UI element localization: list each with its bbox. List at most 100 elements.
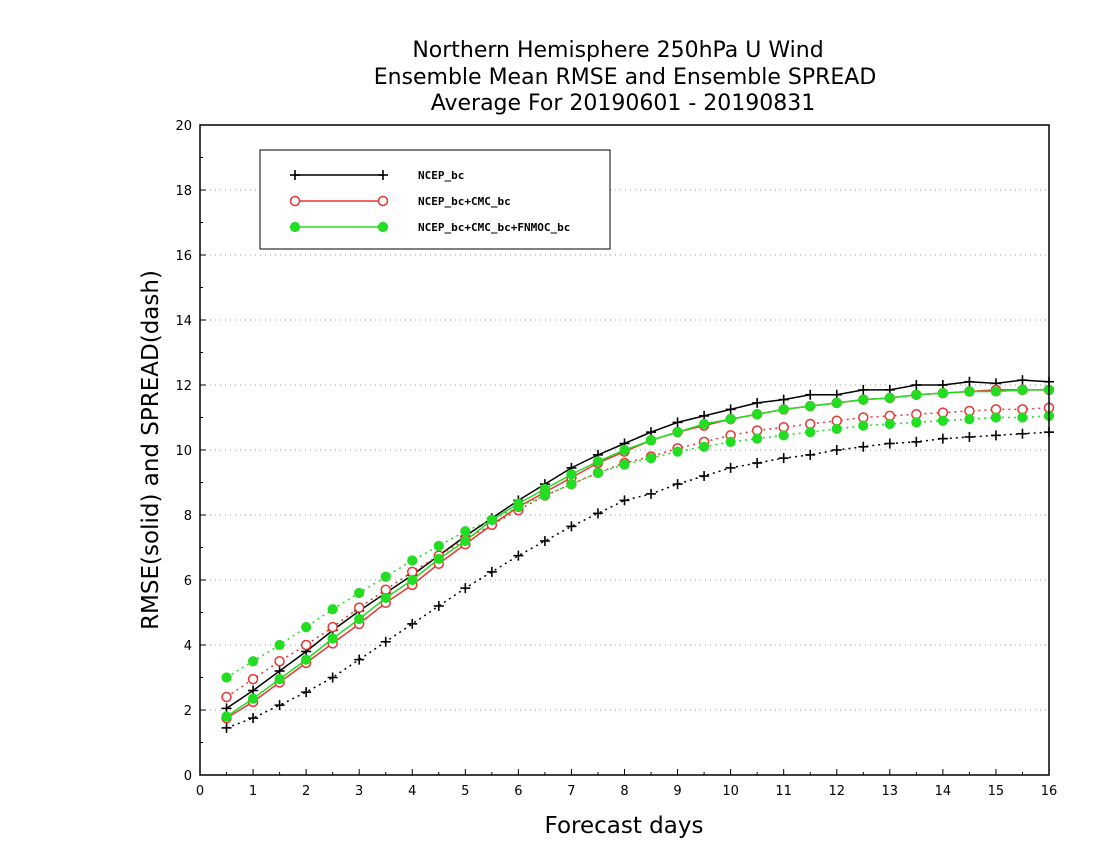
x-tick-label-13: 13 bbox=[882, 784, 899, 799]
series-0-spread-point bbox=[354, 654, 365, 665]
series-0-rmse-point bbox=[911, 380, 922, 390]
y-tick-label-7: 14 bbox=[175, 314, 192, 329]
series-2-rmse-point bbox=[460, 535, 471, 547]
series-0-rmse-point bbox=[778, 394, 789, 405]
legend-entries: NCEP_bc NCEP_bc+CMC_bc NCEP_bc+CMC_bc+FNMO… bbox=[289, 169, 570, 234]
legend-label-2: NCEP_bc+CMC_bc+FNMOC_bc bbox=[418, 221, 570, 234]
legend-entry-0: NCEP_bc bbox=[290, 169, 464, 182]
series-0-spread-point bbox=[990, 430, 1001, 441]
legend-box bbox=[259, 149, 611, 250]
series-2-spread-point bbox=[380, 571, 391, 582]
legend-entry-1: NCEP_bc+CMC_bc bbox=[289, 195, 511, 208]
series-0-spread-point bbox=[1017, 428, 1028, 439]
series-1-spread-point bbox=[274, 656, 285, 667]
series-2-spread-point bbox=[566, 479, 577, 490]
series-0-spread-point bbox=[221, 722, 232, 733]
series-2-spread-point bbox=[990, 412, 1002, 423]
series-2-rmse-point bbox=[566, 469, 577, 480]
series-2-spread-point bbox=[1017, 412, 1028, 423]
series-2-rmse-point bbox=[539, 483, 551, 495]
series-0-spread-point bbox=[725, 462, 736, 473]
series-0-spread-point bbox=[486, 566, 497, 577]
series-0-rmse-point bbox=[725, 404, 736, 415]
series-0-spread-point bbox=[805, 449, 816, 460]
legend-label-0: NCEP_bc bbox=[418, 169, 464, 182]
series-1-spread-point bbox=[247, 673, 259, 685]
x-tick-label-8: 8 bbox=[620, 784, 628, 799]
series-0-spread-point bbox=[301, 687, 312, 698]
series-2-rmse-point bbox=[858, 394, 869, 405]
y-axis-label: RMSE(solid) and SPREAD(dash) bbox=[138, 270, 164, 630]
chart-title-line-1: Northern Hemisphere 250hPa U Wind bbox=[412, 38, 823, 63]
x-tick-label-12: 12 bbox=[828, 784, 845, 799]
series-0-spread-point bbox=[646, 488, 657, 499]
x-tick-label-0: 0 bbox=[196, 784, 204, 799]
series-2-spread-point bbox=[805, 427, 816, 438]
series-2-rmse-point bbox=[937, 388, 948, 399]
series-2-rmse-point bbox=[513, 498, 524, 509]
series-2-rmse-point bbox=[645, 435, 657, 446]
series-0-rmse-point bbox=[964, 376, 975, 387]
series-0-spread-point bbox=[911, 436, 922, 447]
series-2-rmse-point bbox=[698, 418, 710, 430]
legend-label-1: NCEP_bc+CMC_bc bbox=[418, 195, 511, 208]
series-2-spread-point bbox=[725, 436, 736, 447]
series-0-spread-point bbox=[831, 445, 842, 455]
series-0-rmse-point bbox=[752, 397, 763, 408]
legend-marker-1-b bbox=[377, 195, 389, 207]
series-2-spread-point bbox=[911, 417, 922, 428]
series-2-rmse-point bbox=[380, 592, 391, 603]
series-0-rmse-point bbox=[858, 384, 869, 395]
x-tick-label-10: 10 bbox=[722, 784, 739, 799]
x-tick-label-11: 11 bbox=[775, 784, 792, 799]
y-tick-label-10: 20 bbox=[175, 119, 192, 134]
series-0-rmse-point bbox=[805, 389, 816, 400]
x-axis-ticks: 0 1 2 3 4 5 6 7 8 9 10 11 12 13 14 15 16 bbox=[196, 769, 1057, 799]
x-tick-label-14: 14 bbox=[935, 784, 952, 799]
series-2-spread-line bbox=[226, 415, 1050, 679]
series-2-spread-point bbox=[592, 467, 604, 478]
series-2-spread-point bbox=[672, 446, 683, 457]
series-2-spread-point bbox=[460, 526, 471, 537]
series-2-rmse-point bbox=[884, 392, 895, 404]
series-2-rmse-point bbox=[274, 674, 285, 685]
series-2-rmse-point bbox=[964, 386, 975, 397]
series-2-spread-point bbox=[831, 423, 842, 434]
series-1-spread-point bbox=[221, 691, 232, 703]
series-0-spread-point bbox=[884, 438, 895, 449]
series-2-spread-point bbox=[433, 540, 444, 551]
series-2-spread-point bbox=[274, 639, 285, 651]
series-0-rmse-point bbox=[1017, 375, 1028, 386]
series-2-spread-point bbox=[964, 414, 975, 425]
series-2-rmse-point bbox=[592, 456, 604, 467]
series-2-rmse-point bbox=[433, 553, 444, 564]
legend-marker-2-b bbox=[377, 221, 389, 233]
chart-title-line-3: Average For 20190601 - 20190831 bbox=[431, 91, 816, 116]
x-tick-label-1: 1 bbox=[249, 784, 257, 799]
series-2-rmse-point bbox=[354, 613, 365, 625]
series-1-spread-point bbox=[353, 602, 365, 613]
series-0-spread-point bbox=[460, 583, 471, 594]
y-tick-label-4: 8 bbox=[184, 509, 192, 524]
series-0-spread-point bbox=[619, 495, 630, 506]
x-tick-label-5: 5 bbox=[461, 784, 469, 799]
series-2-spread-point bbox=[354, 587, 365, 599]
series-0-spread-point bbox=[274, 700, 285, 711]
series-0-spread-point bbox=[566, 521, 577, 532]
legend-entry-2: NCEP_bc+CMC_bc+FNMOC_bc bbox=[289, 221, 570, 234]
x-tick-label-7: 7 bbox=[567, 784, 575, 799]
legend-marker-1-a bbox=[289, 195, 301, 207]
y-tick-label-1: 2 bbox=[184, 704, 192, 719]
series-2-rmse-point bbox=[725, 414, 736, 425]
y-tick-label-8: 16 bbox=[175, 249, 192, 264]
series-0-spread-point bbox=[327, 672, 338, 683]
series-2-spread-point bbox=[407, 555, 418, 566]
series-2-rmse-point bbox=[831, 397, 842, 408]
series-2-rmse-point bbox=[247, 693, 259, 704]
legend-marker-0-b bbox=[378, 170, 388, 180]
series-0-rmse-point bbox=[672, 417, 683, 428]
x-tick-label-15: 15 bbox=[988, 784, 1005, 799]
series-1-spread-point bbox=[327, 621, 338, 633]
series-2-rmse-point bbox=[407, 574, 418, 586]
